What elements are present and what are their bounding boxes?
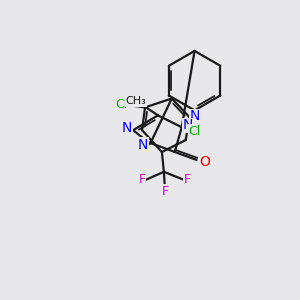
Text: N: N <box>182 118 193 132</box>
Text: F: F <box>161 185 168 198</box>
Text: N: N <box>138 138 148 152</box>
Text: Cl: Cl <box>115 98 128 111</box>
Text: CH₃: CH₃ <box>126 97 146 106</box>
Text: F: F <box>184 173 191 186</box>
Text: O: O <box>199 155 210 169</box>
Text: N: N <box>122 121 132 135</box>
Text: F: F <box>139 173 145 186</box>
Text: N: N <box>189 109 200 123</box>
Text: Cl: Cl <box>188 125 201 138</box>
